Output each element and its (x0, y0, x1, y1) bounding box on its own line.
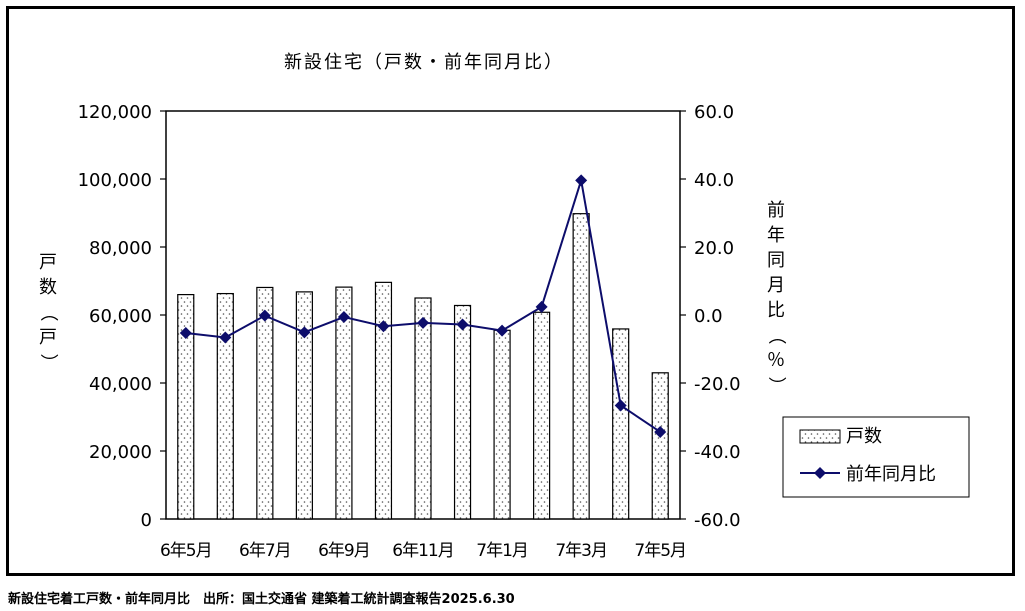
bar (651, 372, 669, 520)
bar (335, 286, 353, 520)
bar (256, 286, 274, 520)
bar (414, 297, 432, 520)
bar (612, 328, 630, 520)
bar (493, 329, 511, 520)
yoy-point (337, 311, 350, 324)
yoy-point (377, 320, 390, 333)
y-right-tick-label: -20.0 (694, 374, 741, 395)
legend-bar-label: 戸数 (846, 426, 882, 447)
y-axis-left-label: 戸数（戸） (37, 252, 59, 372)
legend-line-marker (814, 467, 826, 479)
legend-line-label: 前年同月比 (846, 464, 936, 485)
yoy-point (575, 174, 588, 187)
x-tick-label: 6年9月 (318, 541, 370, 561)
y-right-tick-label: -60.0 (694, 510, 741, 531)
y-right-tick-label: 0.0 (694, 306, 723, 327)
yoy-point (535, 300, 548, 313)
x-tick-label: 6年7月 (239, 541, 291, 561)
x-tick-label: 7年5月 (634, 541, 686, 561)
bar (572, 213, 590, 520)
y-axis-right-label: 前年同月比（％） (765, 200, 787, 395)
legend-bar-swatch (799, 429, 841, 444)
x-tick-label: 7年1月 (476, 541, 528, 561)
x-tick-label: 7年3月 (555, 541, 607, 561)
y-left-tick-label: 60,000 (89, 306, 152, 327)
y-left-tick-label: 40,000 (89, 374, 152, 395)
legend: 戸数 前年同月比 (782, 416, 970, 498)
y-right-tick-label: 20.0 (694, 238, 734, 259)
bar (177, 294, 195, 520)
bar (374, 281, 393, 520)
y-left-tick-label: 20,000 (89, 442, 152, 463)
bar (216, 292, 234, 520)
yoy-point (496, 324, 509, 337)
bar (453, 304, 472, 520)
yoy-point (298, 326, 311, 339)
bar (533, 311, 551, 520)
yoy-point (614, 399, 627, 412)
yoy-point (258, 309, 271, 322)
yoy-point (179, 327, 192, 340)
bar (295, 291, 313, 520)
y-left-tick-label: 0 (141, 510, 152, 531)
yoy-point (219, 331, 232, 344)
x-tick-label: 6年11月 (392, 541, 453, 561)
y-right-tick-label: 60.0 (694, 102, 734, 123)
chart-title: 新設住宅（戸数・前年同月比） (284, 52, 564, 73)
y-left-tick-label: 80,000 (89, 238, 152, 259)
footer-caption: 新設住宅着工戸数・前年同月比 出所：国土交通省 建築着工統計調査報告2025.6… (8, 592, 515, 607)
y-right-tick-label: 40.0 (694, 170, 734, 191)
x-tick-label: 6年5月 (160, 541, 212, 561)
y-left-tick-label: 120,000 (78, 102, 152, 123)
yoy-point (456, 318, 469, 331)
yoy-point (654, 425, 667, 438)
yoy-point (417, 316, 429, 329)
y-left-tick-label: 100,000 (78, 170, 152, 191)
y-right-tick-label: -40.0 (694, 442, 741, 463)
chart-svg: 新設住宅（戸数・前年同月比） 0 20,000 40,000 60,000 80,000… (78, 52, 970, 561)
